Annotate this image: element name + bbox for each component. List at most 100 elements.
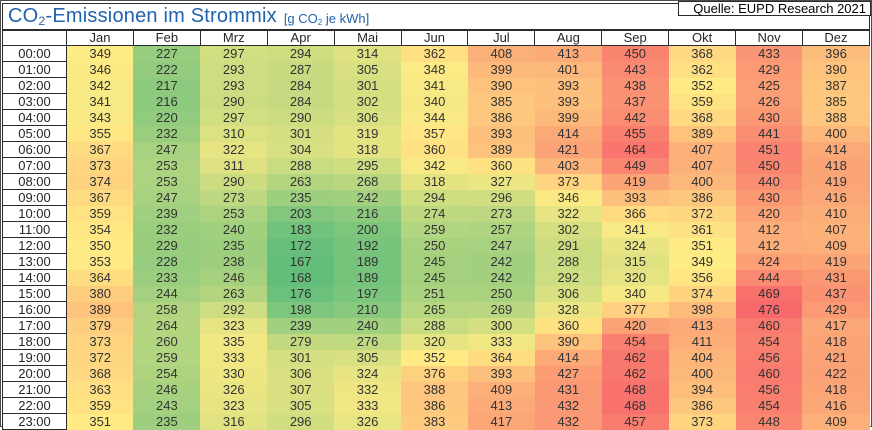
heatmap-cell: 189 <box>334 269 402 286</box>
heatmap-cell: 464 <box>601 141 669 158</box>
heatmap-cell: 227 <box>133 45 201 62</box>
column-header-jul: Jul <box>467 30 536 46</box>
heatmap-cell: 455 <box>601 125 669 142</box>
heatmap-cell: 433 <box>735 45 803 62</box>
row-label: 01:00 <box>2 61 67 78</box>
heatmap-cell: 238 <box>200 253 268 270</box>
heatmap-cell: 314 <box>334 45 402 62</box>
table-row: 16:00 389 258 292 198 210 265 269 328 377 398 476 42… <box>2 301 870 318</box>
heatmap-cell: 399 <box>467 61 535 78</box>
heatmap-cell: 324 <box>334 365 402 382</box>
heatmap-cell: 228 <box>133 253 201 270</box>
heatmap-cell: 404 <box>668 349 736 366</box>
heatmap-cell: 412 <box>735 237 803 254</box>
heatmap-cell: 449 <box>601 157 669 174</box>
heatmap-cell: 363 <box>66 381 134 398</box>
heatmap-cell: 254 <box>133 365 201 382</box>
heatmap-cell: 240 <box>334 317 402 334</box>
heatmap-cell: 420 <box>735 205 803 222</box>
heatmap-cell: 350 <box>66 237 134 254</box>
heatmap-cell: 305 <box>267 397 335 414</box>
heatmap-cell: 386 <box>401 397 468 414</box>
heatmap-cell: 373 <box>668 413 736 430</box>
heatmap-cell: 198 <box>267 301 335 318</box>
table-row: 19:00 372 259 333 301 305 352 364 414 462 404 456 42… <box>2 349 870 366</box>
heatmap-cell: 310 <box>200 125 268 142</box>
heatmap-cell: 346 <box>534 189 602 206</box>
heatmap-cell: 377 <box>601 301 669 318</box>
heatmap-cell: 383 <box>401 413 468 430</box>
heatmap-cell: 398 <box>668 301 736 318</box>
heatmap-cell: 443 <box>601 61 669 78</box>
heatmap-cell: 311 <box>200 157 268 174</box>
unit-subscript: 2 <box>317 18 323 27</box>
heatmap-cell: 200 <box>334 221 402 238</box>
heatmap-cell: 419 <box>601 173 669 190</box>
heatmap-cell: 429 <box>735 61 803 78</box>
row-label: 14:00 <box>2 269 67 286</box>
heatmap-cell: 352 <box>401 349 468 366</box>
heatmap-cell: 414 <box>534 125 602 142</box>
heatmap-cell: 273 <box>200 189 268 206</box>
heatmap-cell: 413 <box>467 397 535 414</box>
table-row: 08:00 374 253 290 263 268 318 327 373 419 400 440 41… <box>2 173 870 190</box>
heatmap-cell: 232 <box>133 221 201 238</box>
heatmap-cell: 468 <box>601 397 669 414</box>
heatmap-cell: 239 <box>133 205 201 222</box>
table-row: 04:00 343 220 297 290 306 344 386 399 442 368 430 38… <box>2 109 870 126</box>
heatmap-cell: 412 <box>735 221 803 238</box>
heatmap-cell: 168 <box>267 269 335 286</box>
heatmap-cell: 386 <box>668 397 736 414</box>
heatmap-cell: 192 <box>334 237 402 254</box>
heatmap-cell: 355 <box>66 125 134 142</box>
heatmap-cell: 390 <box>802 61 870 78</box>
column-header-nov: Nov <box>735 30 803 46</box>
heatmap-cell: 348 <box>401 61 468 78</box>
table-row: 18:00 373 260 335 279 276 320 333 390 454 411 454 41… <box>2 333 870 350</box>
heatmap-cell: 401 <box>534 61 602 78</box>
heatmap-cell: 419 <box>802 173 870 190</box>
heatmap-cell: 274 <box>401 205 468 222</box>
heatmap-cell: 246 <box>200 269 268 286</box>
heatmap-cell: 409 <box>802 413 870 430</box>
heatmap-cell: 229 <box>133 237 201 254</box>
heatmap-cell: 431 <box>802 269 870 286</box>
heatmap-cell: 340 <box>401 93 468 110</box>
heatmap-cell: 247 <box>133 141 201 158</box>
heatmap-cell: 322 <box>534 205 602 222</box>
heatmap-cell: 251 <box>401 285 468 302</box>
heatmap-cell: 390 <box>467 77 535 94</box>
row-label: 00:00 <box>2 45 67 62</box>
heatmap-cell: 210 <box>334 301 402 318</box>
heatmap-cell: 368 <box>66 365 134 382</box>
heatmap-cell: 197 <box>334 285 402 302</box>
heatmap-cell: 399 <box>534 109 602 126</box>
heatmap-cell: 292 <box>200 301 268 318</box>
heatmap-cell: 302 <box>334 93 402 110</box>
heatmap-cell: 216 <box>334 205 402 222</box>
table-row: 07:00 373 253 311 288 295 342 360 403 449 407 450 41… <box>2 157 870 174</box>
heatmap-cell: 357 <box>401 125 468 142</box>
heatmap-cell: 364 <box>66 269 134 286</box>
table-row: 12:00 350 229 235 172 192 250 247 291 324 351 412 40… <box>2 237 870 254</box>
heatmap-cell: 454 <box>735 397 803 414</box>
heatmap-cell: 456 <box>735 381 803 398</box>
column-header-jun: Jun <box>400 30 469 46</box>
heatmap-cell: 304 <box>267 141 335 158</box>
heatmap-cell: 430 <box>735 189 803 206</box>
heatmap-cell: 330 <box>200 365 268 382</box>
heatmap-cell: 322 <box>200 141 268 158</box>
heatmap-cell: 388 <box>401 381 468 398</box>
heatmap-cell: 451 <box>735 141 803 158</box>
heatmap-cell: 448 <box>735 413 803 430</box>
heatmap-cell: 360 <box>401 141 468 158</box>
heatmap-cell: 284 <box>267 77 335 94</box>
table-row: 02:00 342 217 293 284 301 341 390 393 438 352 425 38… <box>2 77 870 94</box>
heatmap-cell: 259 <box>401 221 468 238</box>
heatmap-cell: 233 <box>133 269 201 286</box>
column-header-aug: Aug <box>534 30 603 46</box>
heatmap-cell: 476 <box>735 301 803 318</box>
corner-cell <box>2 30 67 46</box>
heatmap-cell: 349 <box>66 45 134 62</box>
